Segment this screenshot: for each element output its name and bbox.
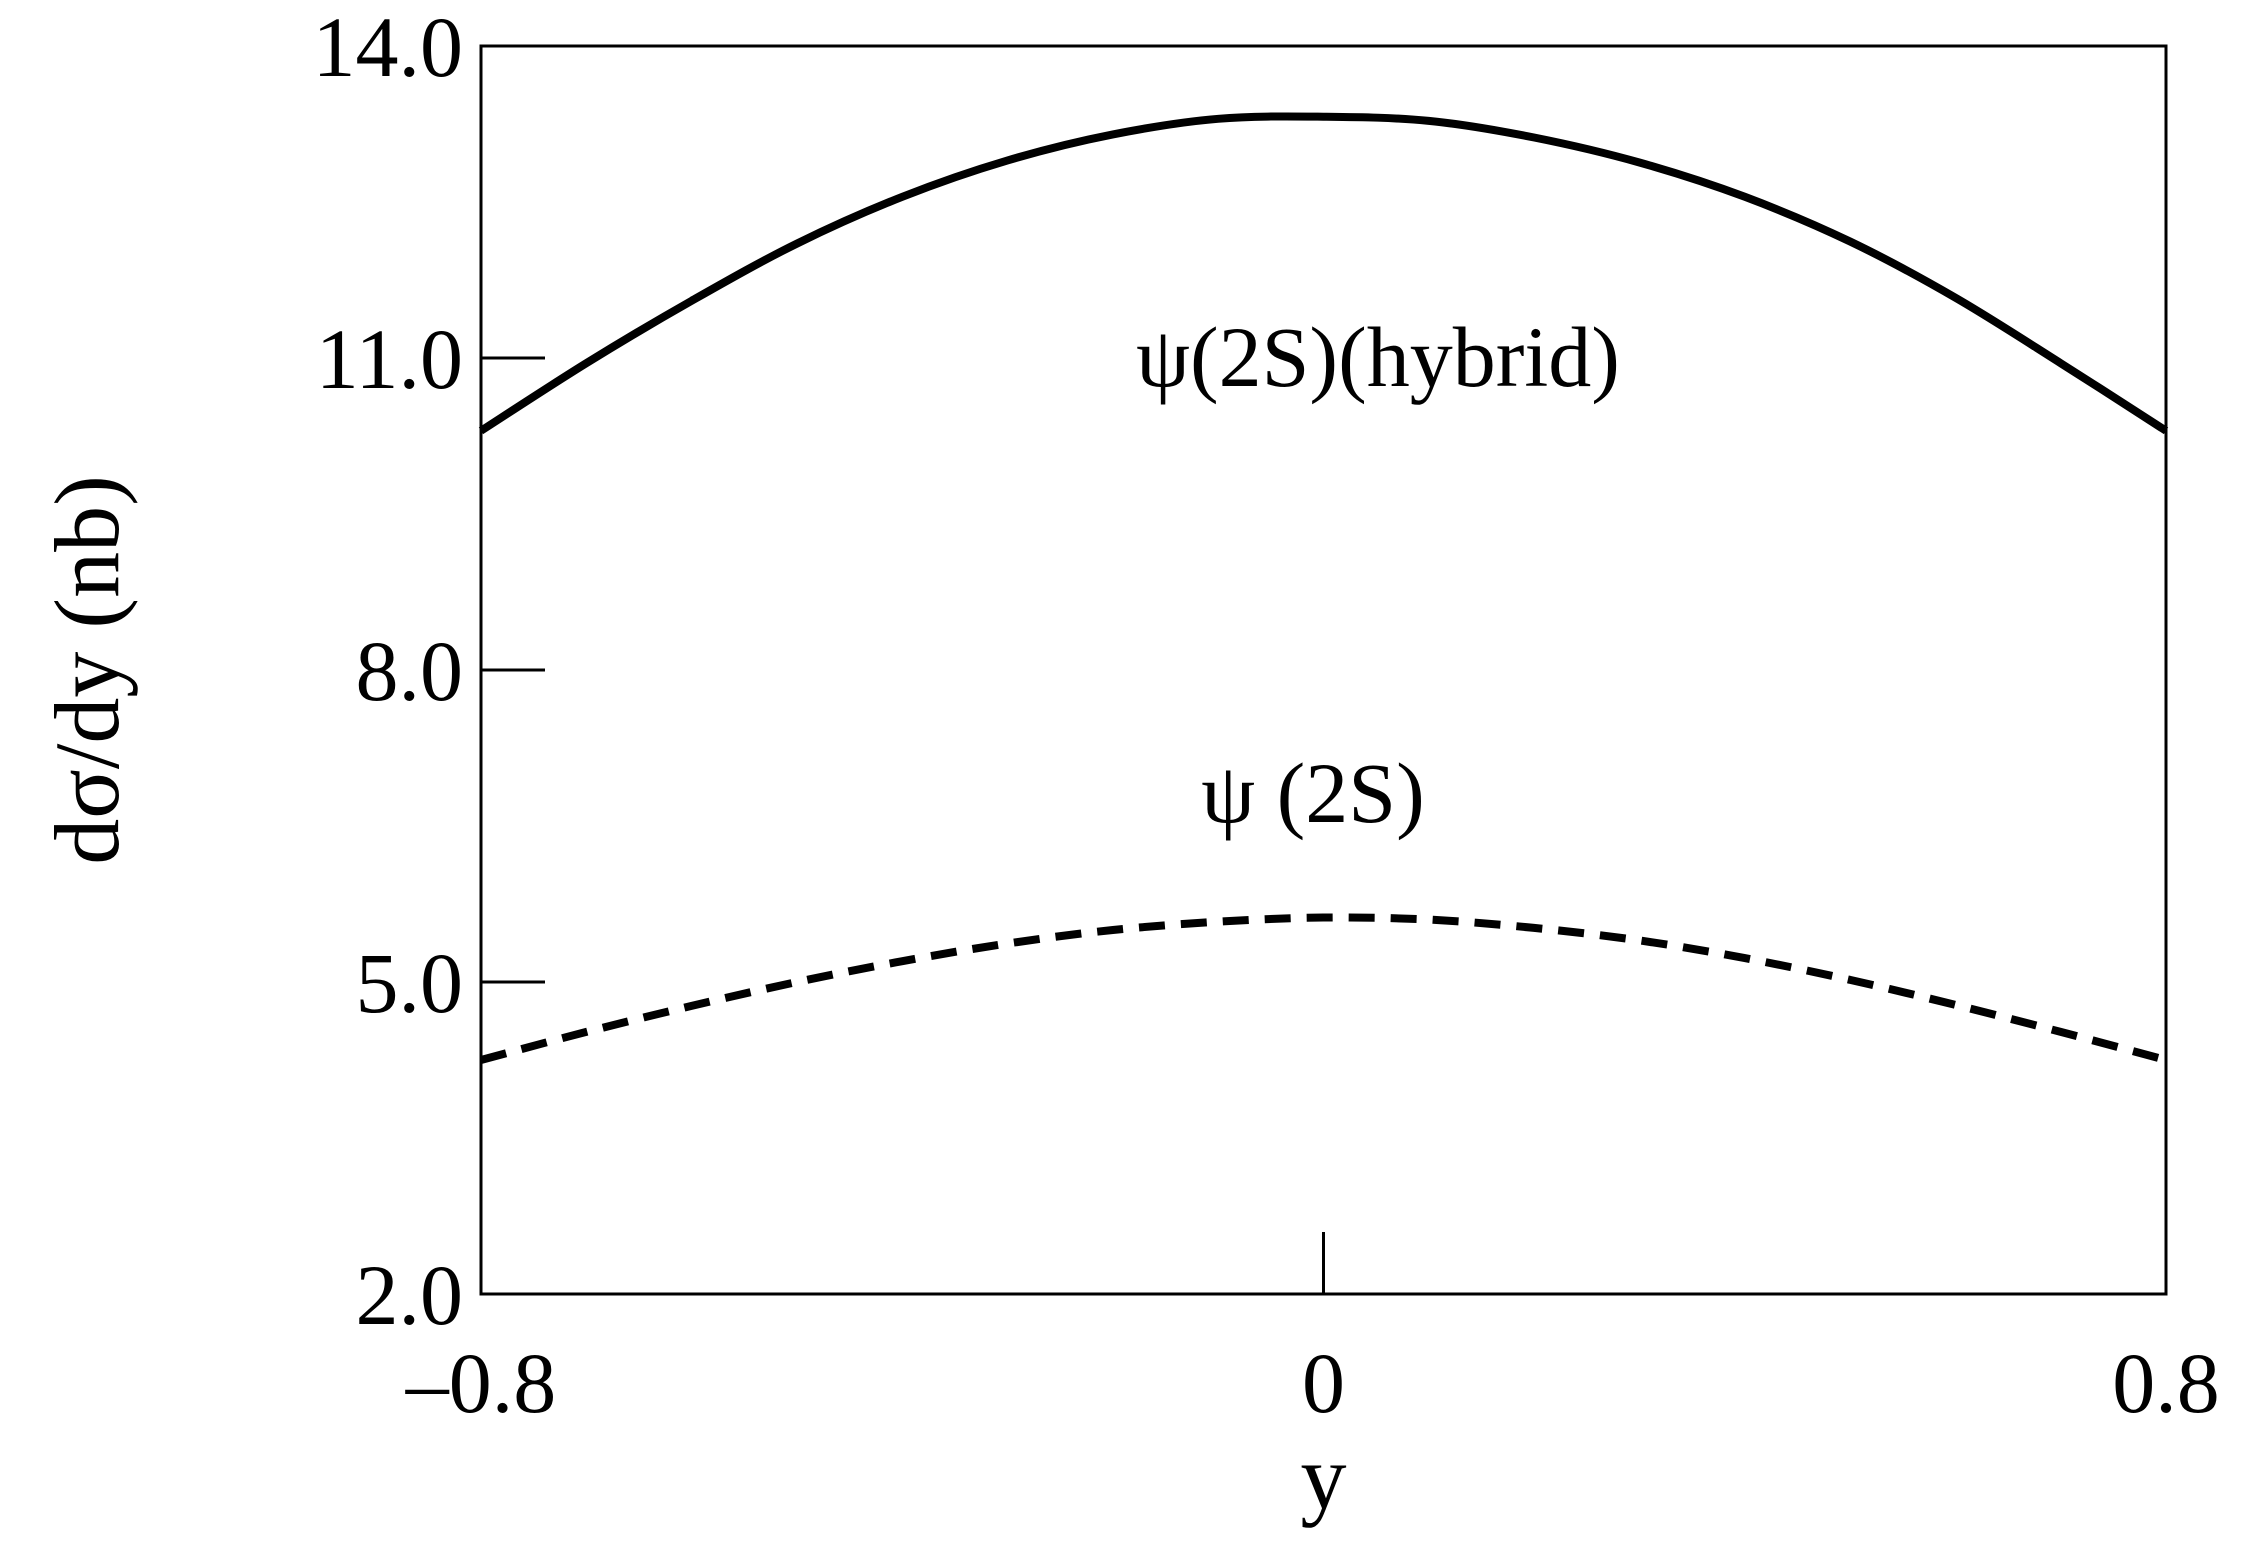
x-tick-label: 0.8 <box>2112 1335 2220 1431</box>
y-tick-label: 8.0 <box>356 623 464 719</box>
series-line-psi-2s-hybrid <box>478 112 2169 435</box>
axis-ticks <box>479 44 2168 1296</box>
series-label: ψ(2S)(hybrid) <box>1136 309 1620 405</box>
y-axis-label: dσ/dy (nb) <box>36 475 138 864</box>
x-tick-label: –0.8 <box>405 1335 557 1431</box>
series-line-psi-2s <box>479 913 2168 1064</box>
series-label: ψ (2S) <box>1201 745 1424 841</box>
y-tick-label: 11.0 <box>316 311 463 407</box>
series-labels: ψ(2S)(hybrid) ψ (2S) <box>1136 309 1620 841</box>
x-tick-label: 0 <box>1302 1335 1345 1431</box>
axis-tick-labels: 2.0 5.0 8.0 11.0 14.0 –0.8 0 0.8 <box>313 0 2220 1431</box>
y-tick-label: 2.0 <box>356 1247 464 1343</box>
y-tick-label: 5.0 <box>356 935 464 1031</box>
plot-frame <box>479 44 2168 1296</box>
y-tick-label: 14.0 <box>313 0 464 95</box>
series-group <box>478 112 2169 1064</box>
x-axis-label: y <box>1301 1426 1347 1528</box>
